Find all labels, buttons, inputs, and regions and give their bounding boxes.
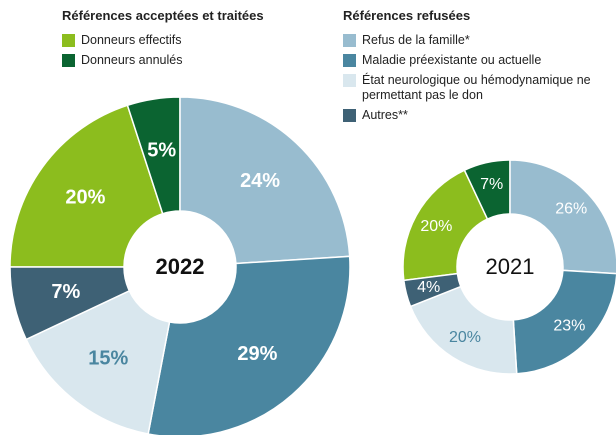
legend-item: Donneurs effectifs [62,33,264,48]
slice-label: 20% [65,187,105,209]
legend-item: État neurologique ou hémodynamique ne pe… [343,73,602,103]
donut-slice [179,96,351,265]
slice-label: 24% [240,170,280,192]
slice-label: 20% [420,218,452,235]
slice-label: 26% [555,201,587,218]
legend-swatch [62,34,75,47]
slice-label: 5% [147,140,176,162]
legend-item: Refus de la famille* [343,33,602,48]
donut-slice [512,269,616,375]
legend-item: Autres** [343,108,602,123]
legend-swatch [343,34,356,47]
slice-label: 4% [417,279,440,296]
donut-slice [402,169,489,282]
year-label: 2021 [486,254,535,279]
legend-label: Refus de la famille* [362,33,470,47]
legend-swatch [343,54,356,67]
legend-label: État neurologique ou hémodynamique ne pe… [362,73,591,102]
legend-item: Maladie préexistante ou actuelle [343,53,602,68]
legend-swatch [343,109,356,122]
legend-label: Maladie préexistante ou actuelle [362,53,542,67]
legend-title: Références acceptées et traitées [62,8,264,23]
legend-swatch [343,74,356,87]
donut-slice [147,255,351,435]
donut-slice [9,266,131,341]
donut-slice [25,289,171,435]
legend-label: Donneurs annulés [81,53,183,67]
legend-group: Références refusées Refus de la famille* M… [343,8,602,128]
donut-slice [9,104,164,268]
slice-label: 15% [88,348,128,370]
slice-label: 29% [237,343,277,365]
legend-item: Donneurs annulés [62,53,264,68]
slice-label: 7% [51,281,80,303]
slice-label: 23% [553,318,585,335]
legend-label: Autres** [362,108,408,122]
legend-title: Références refusées [343,8,471,23]
legend-swatch [62,54,75,67]
year-label: 2022 [156,254,205,279]
donut-slice [403,272,462,308]
legend-group: Références acceptées et traitées Donneurs… [62,8,264,73]
slice-label: 20% [449,329,481,346]
donut-slice [409,285,518,375]
legend-label: Donneurs effectifs [81,33,182,47]
donut-slice [509,159,616,275]
slice-label: 7% [480,176,503,193]
